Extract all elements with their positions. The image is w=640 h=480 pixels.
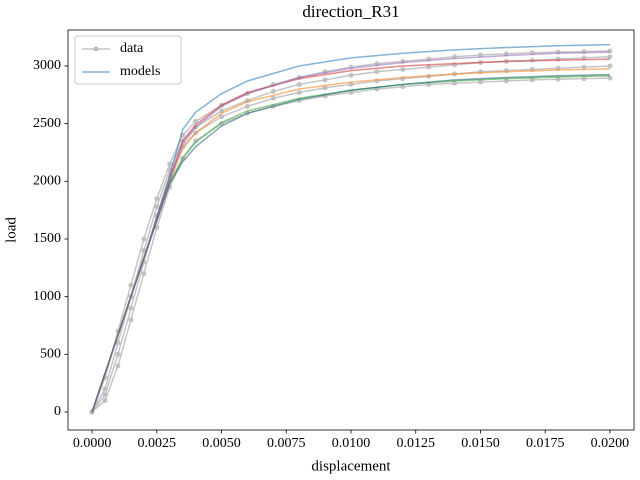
data-point	[244, 103, 250, 109]
y-axis-label: load	[3, 217, 19, 243]
data-point	[555, 76, 561, 82]
x-tick-label: 0.0050	[202, 436, 241, 451]
model-line	[91, 75, 610, 413]
data-point	[400, 66, 406, 72]
data-point	[374, 69, 380, 75]
data-point	[348, 81, 354, 87]
data-point	[141, 236, 147, 242]
x-tick-label: 0.0100	[332, 436, 371, 451]
plot-frame	[67, 29, 635, 431]
data-point	[348, 90, 354, 96]
model-line	[91, 73, 610, 413]
data-point	[503, 78, 509, 84]
data-point	[102, 397, 108, 403]
data-point	[581, 64, 587, 70]
model-line	[91, 58, 610, 413]
data-point	[193, 118, 199, 124]
data-line	[91, 77, 610, 413]
data-point	[296, 90, 302, 96]
data-point	[400, 84, 406, 90]
data-line	[91, 56, 610, 413]
legend-marker	[93, 46, 99, 52]
data-point	[128, 317, 134, 323]
data-point	[115, 363, 121, 369]
y-tick-label: 2500	[33, 116, 61, 131]
data-point	[322, 85, 328, 91]
data-point	[219, 114, 225, 120]
legend-label: models	[120, 64, 160, 79]
data-point	[128, 282, 134, 288]
data-point	[581, 76, 587, 82]
data-point	[426, 64, 432, 70]
y-tick-label: 1000	[33, 289, 61, 304]
model-line	[91, 68, 610, 413]
data-point	[128, 305, 134, 311]
legend-label: data	[120, 41, 144, 56]
data-line	[91, 50, 610, 413]
y-tick-label: 1500	[33, 231, 61, 246]
data-point	[193, 138, 199, 144]
data-point	[270, 95, 276, 101]
data-point	[607, 75, 613, 81]
x-tick-label: 0.0200	[591, 436, 630, 451]
y-tick-label: 2000	[33, 174, 61, 189]
data-point	[270, 88, 276, 94]
x-tick-label: 0.0025	[138, 436, 177, 451]
x-axis-label: displacement	[311, 458, 391, 474]
data-point	[115, 351, 121, 357]
data-point	[348, 72, 354, 78]
y-tick-label: 3000	[33, 58, 61, 73]
x-tick-label: 0.0075	[267, 436, 306, 451]
data-point	[607, 63, 613, 69]
data-point	[141, 271, 147, 277]
data-line	[91, 65, 610, 413]
chart-title: direction_R31	[302, 2, 399, 21]
data-point	[154, 204, 160, 210]
data-point	[477, 79, 483, 85]
model-line	[91, 51, 610, 413]
y-tick-label: 0	[54, 404, 61, 419]
x-tick-label: 0.0175	[526, 436, 565, 451]
data-point	[452, 80, 458, 86]
x-tick-label: 0.0150	[461, 436, 500, 451]
data-point	[322, 77, 328, 83]
data-point	[115, 340, 121, 346]
data-point	[154, 196, 160, 202]
data-point	[607, 54, 613, 60]
x-tick-label: 0.0125	[396, 436, 435, 451]
model-line	[91, 43, 610, 413]
data-point	[296, 81, 302, 87]
x-tick-label: 0.0000	[73, 436, 112, 451]
data-point	[102, 386, 108, 392]
y-tick-label: 500	[40, 347, 61, 362]
